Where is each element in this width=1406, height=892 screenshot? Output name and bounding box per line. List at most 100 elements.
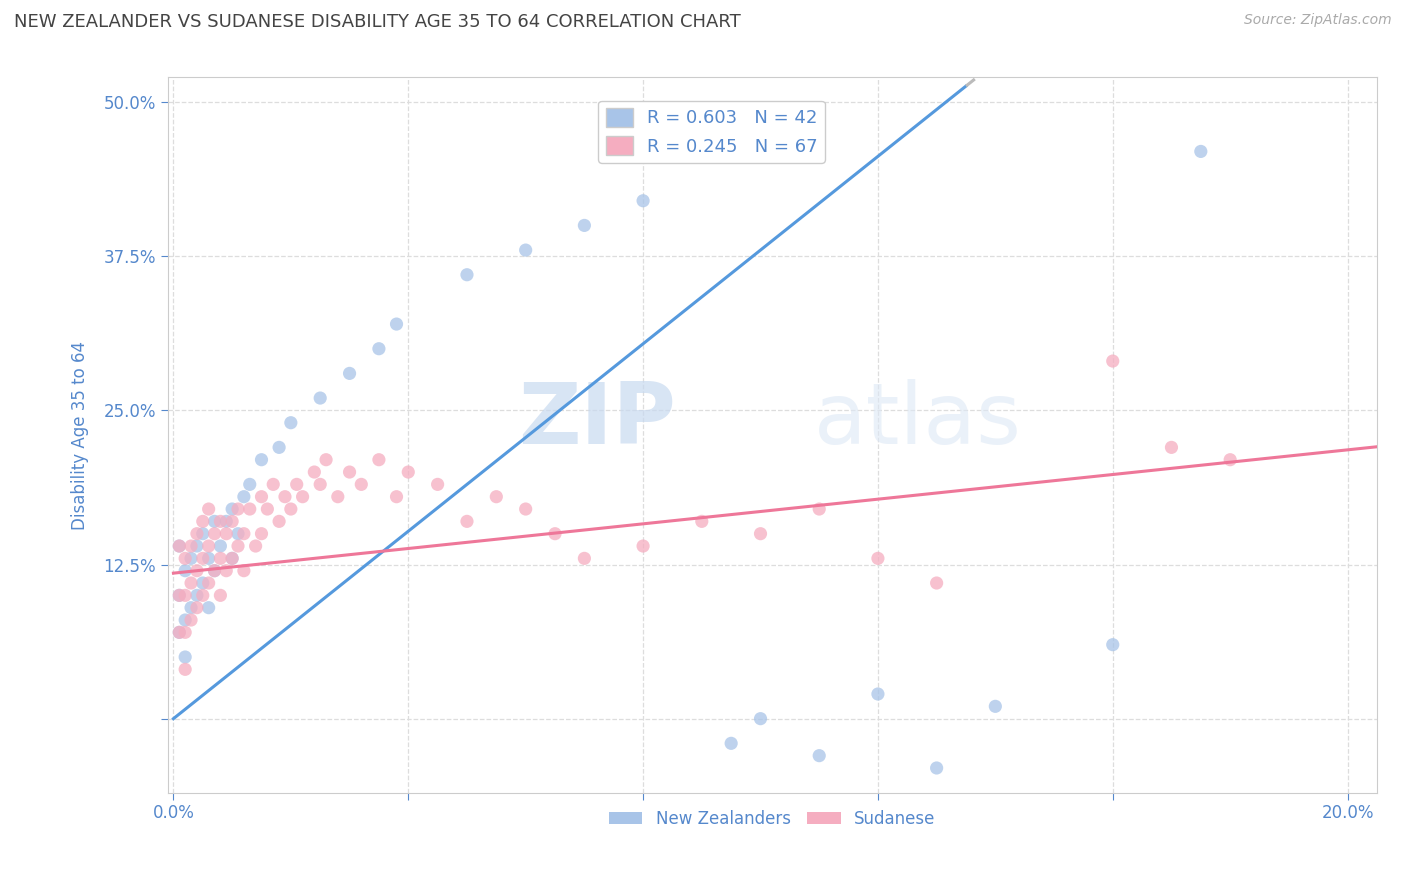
Point xyxy=(485,490,508,504)
Point xyxy=(339,367,361,381)
Point xyxy=(186,600,208,615)
Point xyxy=(269,441,291,455)
Point xyxy=(204,526,226,541)
Point xyxy=(239,502,262,516)
Point xyxy=(197,539,219,553)
Point xyxy=(174,650,197,665)
Point xyxy=(169,625,191,640)
Point xyxy=(250,490,273,504)
Point xyxy=(204,514,226,528)
Point xyxy=(174,564,197,578)
Point xyxy=(984,699,1007,714)
Point xyxy=(866,687,889,701)
Point xyxy=(197,551,219,566)
Point xyxy=(204,564,226,578)
Point xyxy=(174,551,197,566)
Point xyxy=(269,514,291,528)
Point xyxy=(544,526,567,541)
Point xyxy=(690,514,713,528)
Point xyxy=(285,477,308,491)
Point xyxy=(350,477,373,491)
Point xyxy=(191,514,214,528)
Point xyxy=(256,502,278,516)
Legend: New Zealanders, Sudanese: New Zealanders, Sudanese xyxy=(602,803,942,834)
Point xyxy=(169,588,191,602)
Point xyxy=(186,564,208,578)
Point xyxy=(232,526,254,541)
Point xyxy=(309,477,332,491)
Point xyxy=(280,502,302,516)
Point xyxy=(197,576,219,591)
Point xyxy=(456,268,478,282)
Point xyxy=(396,465,419,479)
Point xyxy=(1160,441,1182,455)
Point xyxy=(367,452,389,467)
Point xyxy=(169,625,191,640)
Point xyxy=(169,539,191,553)
Point xyxy=(239,477,262,491)
Point xyxy=(169,588,191,602)
Point xyxy=(631,539,654,553)
Point xyxy=(180,551,202,566)
Point xyxy=(174,625,197,640)
Point xyxy=(1101,354,1123,368)
Point xyxy=(209,539,232,553)
Point xyxy=(749,526,772,541)
Text: atlas: atlas xyxy=(814,379,1021,462)
Point xyxy=(456,514,478,528)
Text: NEW ZEALANDER VS SUDANESE DISABILITY AGE 35 TO 64 CORRELATION CHART: NEW ZEALANDER VS SUDANESE DISABILITY AGE… xyxy=(14,13,741,31)
Point xyxy=(925,761,948,775)
Point xyxy=(186,588,208,602)
Point xyxy=(221,551,243,566)
Point xyxy=(180,539,202,553)
Point xyxy=(174,588,197,602)
Point xyxy=(808,748,831,763)
Point xyxy=(180,613,202,627)
Point xyxy=(209,514,232,528)
Y-axis label: Disability Age 35 to 64: Disability Age 35 to 64 xyxy=(72,341,89,530)
Point xyxy=(808,502,831,516)
Point xyxy=(215,514,238,528)
Point xyxy=(226,526,249,541)
Point xyxy=(250,526,273,541)
Point xyxy=(426,477,449,491)
Point xyxy=(515,502,537,516)
Point xyxy=(180,576,202,591)
Point xyxy=(191,551,214,566)
Point xyxy=(221,551,243,566)
Point xyxy=(191,588,214,602)
Point xyxy=(315,452,337,467)
Text: ZIP: ZIP xyxy=(517,379,675,462)
Point xyxy=(367,342,389,356)
Point xyxy=(749,712,772,726)
Point xyxy=(339,465,361,479)
Point xyxy=(221,502,243,516)
Point xyxy=(1101,638,1123,652)
Point xyxy=(186,526,208,541)
Point xyxy=(1189,145,1212,159)
Point xyxy=(720,736,742,750)
Point xyxy=(574,551,596,566)
Point xyxy=(232,490,254,504)
Point xyxy=(574,219,596,233)
Point xyxy=(169,539,191,553)
Point xyxy=(191,526,214,541)
Point xyxy=(174,613,197,627)
Point xyxy=(385,317,408,331)
Point xyxy=(197,600,219,615)
Point xyxy=(215,564,238,578)
Point xyxy=(1219,452,1241,467)
Point xyxy=(280,416,302,430)
Point xyxy=(631,194,654,208)
Point xyxy=(232,564,254,578)
Point xyxy=(197,502,219,516)
Point xyxy=(250,452,273,467)
Point xyxy=(304,465,326,479)
Point xyxy=(209,588,232,602)
Text: Source: ZipAtlas.com: Source: ZipAtlas.com xyxy=(1244,13,1392,28)
Point xyxy=(291,490,314,504)
Point xyxy=(209,551,232,566)
Point xyxy=(186,539,208,553)
Point xyxy=(180,600,202,615)
Point xyxy=(866,551,889,566)
